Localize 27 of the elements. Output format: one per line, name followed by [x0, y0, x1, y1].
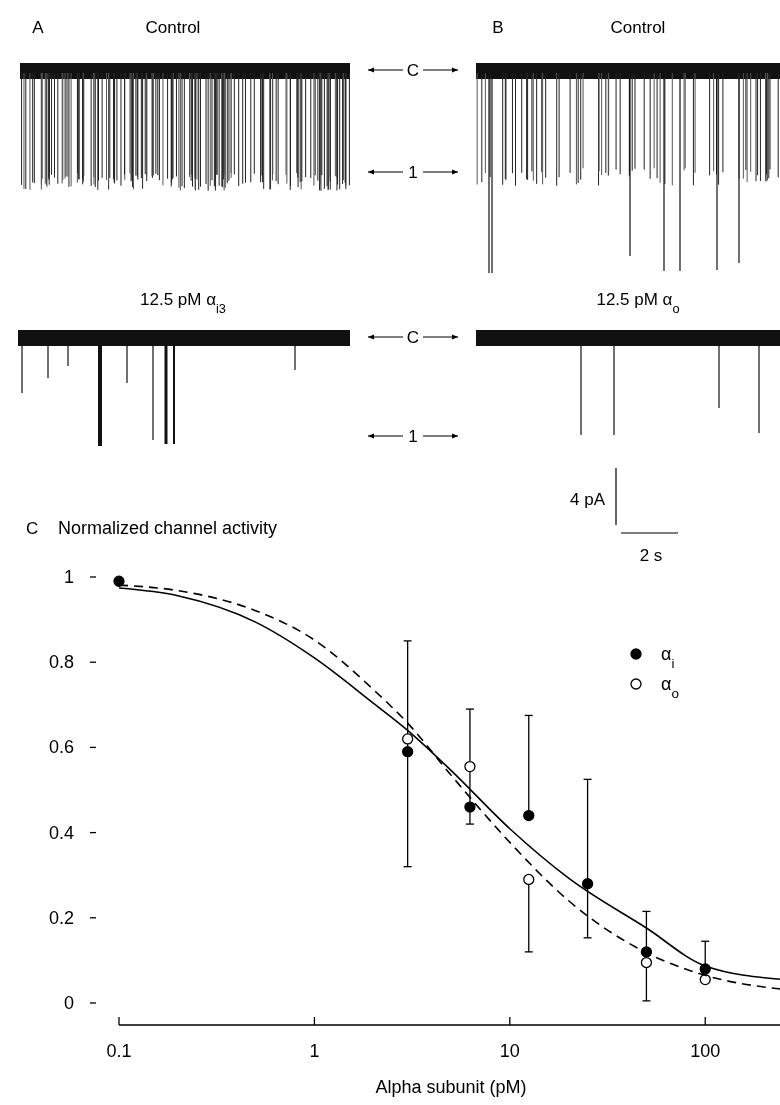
text: Control	[610, 18, 666, 37]
y-tick-label: 0.8	[48, 652, 74, 673]
y-tick-label: 0	[63, 993, 74, 1013]
text: C	[406, 328, 420, 347]
y-tick-label: 0.4	[48, 822, 74, 843]
text: Control	[145, 18, 201, 37]
text: C	[26, 519, 39, 538]
y-tick-label: 0.6	[48, 737, 74, 758]
text: 4 pA	[570, 490, 606, 509]
legend-label: α$_{i}$	[661, 644, 675, 671]
y-tick-label: 0.2	[48, 907, 74, 928]
legend-label: α$_{o}$	[661, 674, 679, 701]
y-axis-title: Normalized channel activity	[58, 518, 278, 538]
text: 1	[408, 427, 418, 446]
text: 12.5 pM α$_{o}$	[596, 290, 680, 316]
x-tick-label: 100	[690, 1041, 721, 1061]
text: 12.5 pM α$_{i3}$	[140, 290, 226, 316]
x-tick-label: 1	[309, 1041, 320, 1061]
x-tick-label: 10	[499, 1041, 520, 1061]
y-tick-label: 1	[63, 567, 74, 587]
x-axis-title: Alpha subunit (pM)	[375, 1077, 527, 1097]
text: 2 s	[639, 546, 663, 565]
text: 1	[408, 163, 418, 182]
x-tick-label: 0.1	[106, 1041, 132, 1061]
text: A	[32, 18, 45, 37]
text: C	[406, 61, 420, 80]
text: B	[492, 18, 504, 37]
